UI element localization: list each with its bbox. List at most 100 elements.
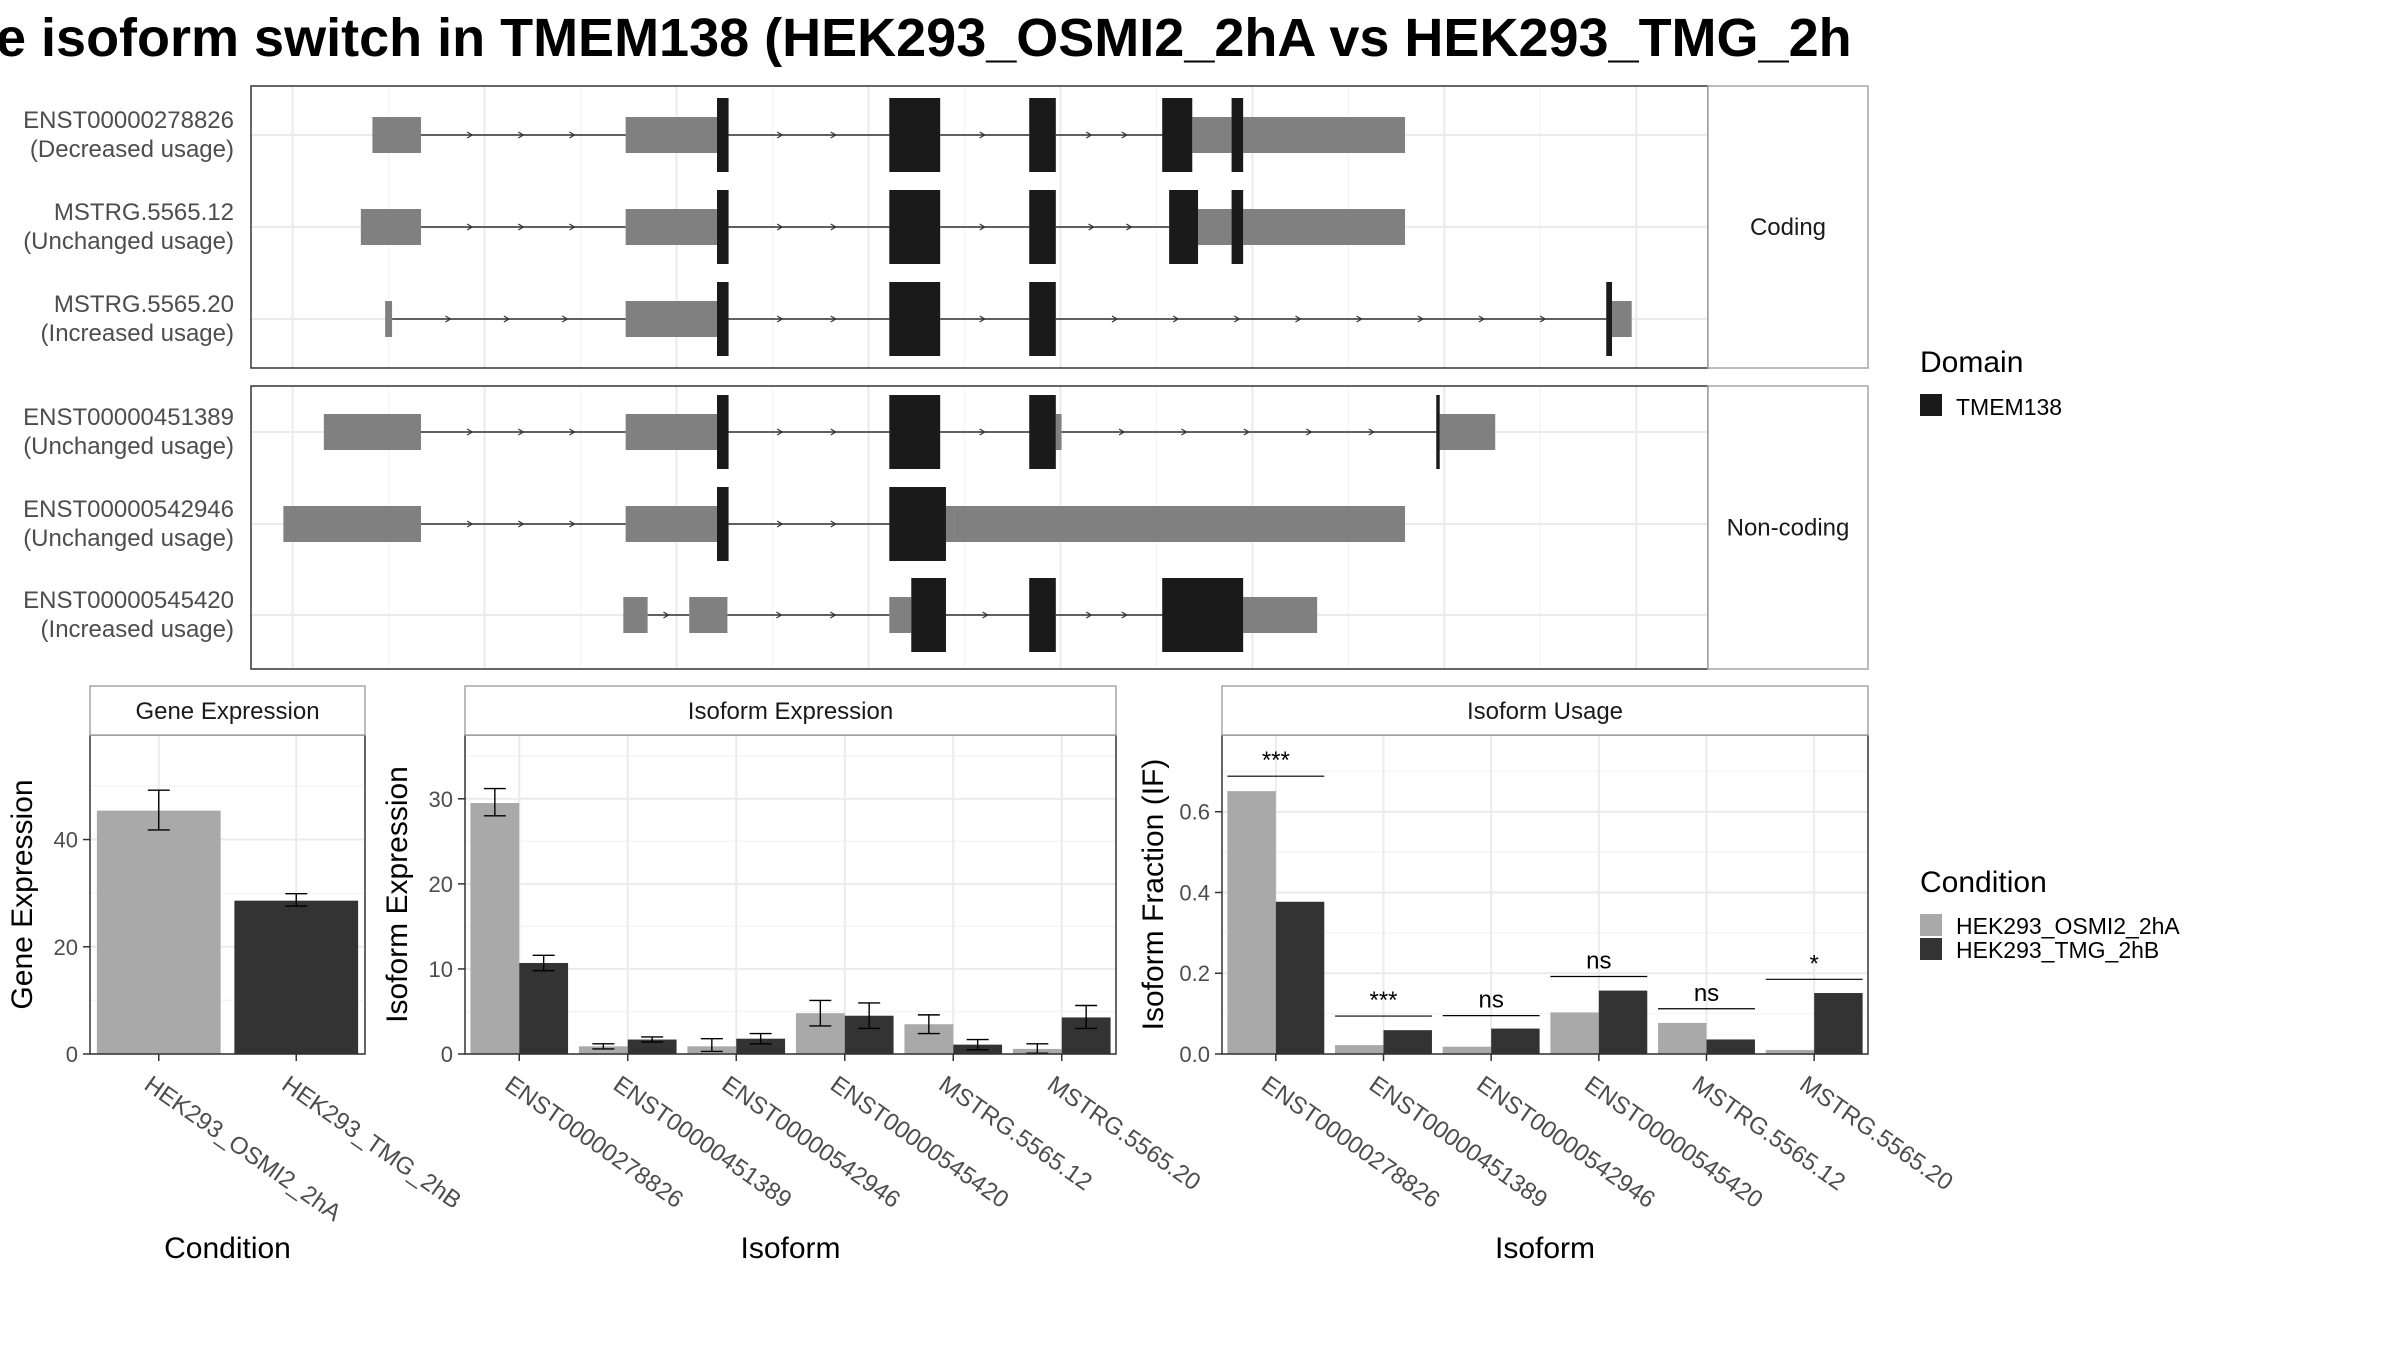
isoform-id: MSTRG.5565.20: [54, 291, 234, 318]
bar: [1550, 1012, 1599, 1054]
bar: [234, 900, 359, 1054]
intron-arrow: [830, 223, 837, 231]
panel-strip: [464, 685, 1117, 736]
cds-exon: [1029, 578, 1056, 652]
bar: [1383, 1030, 1432, 1054]
significance-label: ***: [1369, 987, 1397, 1014]
cds-exon: [1029, 190, 1056, 264]
gene-structure-plot: Coding ENST00000278826(Decreased usage) MS…: [23, 85, 1869, 670]
bar: [1765, 1049, 1815, 1054]
isoform-usage: (Unchanged usage): [23, 525, 234, 552]
intron-arrow: [561, 315, 569, 323]
significance-label: *: [1809, 950, 1818, 977]
panel-strip: [1221, 685, 1869, 736]
utr-exon: [623, 597, 648, 633]
intron-arrow: [1121, 611, 1128, 619]
condition-legend-key-a: [1920, 914, 1942, 936]
cds-exon: [717, 282, 729, 356]
isoform-usage: (Increased usage): [41, 320, 234, 347]
utr-exon: [625, 209, 718, 245]
isoform-id: ENST00000278826: [23, 107, 234, 134]
intron-arrow: [776, 520, 784, 528]
intron-arrow: [466, 520, 474, 528]
y-tick-label: 0.4: [1179, 880, 1210, 905]
y-axis-title: Gene Expression: [6, 779, 39, 1009]
facet-label: Non-coding: [1727, 515, 1850, 542]
intron-arrow: [776, 223, 784, 231]
intron-arrow: [776, 131, 784, 139]
utr-exon: [283, 506, 421, 542]
isoform-usage: (Increased usage): [41, 616, 234, 643]
utr-exon: [625, 301, 718, 337]
y-tick-label: 30: [429, 787, 453, 812]
isoform-usage: (Unchanged usage): [23, 228, 234, 255]
domain-legend-label: TMEM138: [1956, 394, 2062, 420]
intron-arrow: [663, 611, 670, 619]
utr-exon: [1192, 117, 1232, 153]
y-tick-label: 0: [441, 1042, 453, 1067]
utr-exon: [945, 506, 955, 542]
intron-arrow: [979, 428, 986, 436]
intron-arrow: [979, 223, 986, 231]
bar: [1442, 1046, 1492, 1054]
y-axis-title: Isoform Expression: [381, 766, 414, 1023]
intron-arrow: [569, 223, 576, 231]
condition-legend-label-b: HEK293_TMG_2hB: [1956, 937, 2159, 963]
y-tick-label: 20: [54, 935, 78, 960]
intron-arrow: [569, 428, 576, 436]
isoform-id: ENST00000545420: [23, 587, 234, 614]
utr-exon: [954, 506, 1406, 542]
intron-arrow: [1233, 315, 1241, 323]
intron-arrow: [569, 131, 576, 139]
intron-arrow: [1181, 428, 1188, 436]
panel-strip: [89, 685, 366, 736]
intron-arrow: [1118, 428, 1126, 436]
cds-exon: [1029, 395, 1056, 469]
utr-exon: [889, 597, 912, 633]
facet-strip: [1707, 385, 1869, 670]
cds-exon: [1606, 282, 1613, 356]
intron-arrow: [776, 428, 784, 436]
intron-arrow: [830, 131, 837, 139]
utr-exon: [1243, 209, 1406, 245]
bar: [1598, 990, 1648, 1054]
panel-title: Gene Expression: [135, 698, 319, 725]
cds-exon: [911, 578, 946, 652]
utr-exon: [625, 117, 718, 153]
cds-exon: [1169, 190, 1199, 264]
y-tick-label: 0: [66, 1042, 78, 1067]
x-axis-title: Condition: [164, 1232, 291, 1265]
isoform-usage: (Unchanged usage): [23, 433, 234, 460]
panel-title: Isoform Usage: [1467, 698, 1623, 725]
y-tick-label: 0.2: [1179, 961, 1210, 986]
intron-arrow: [1126, 223, 1133, 231]
intron-arrow: [466, 131, 474, 139]
bar: [1706, 1039, 1755, 1054]
intron-arrow: [466, 223, 474, 231]
intron-arrow: [466, 428, 474, 436]
intron-arrow: [1085, 611, 1093, 619]
intron-arrow: [1295, 315, 1302, 323]
cds-exon: [1029, 282, 1056, 356]
bar: [519, 962, 569, 1054]
utr-exon: [1055, 414, 1062, 450]
condition-legend-title: Condition: [1920, 866, 2047, 899]
cds-exon: [1162, 578, 1244, 652]
cds-exon: [717, 190, 729, 264]
intron-arrow: [1539, 315, 1547, 323]
y-tick-label: 40: [54, 828, 78, 853]
utr-exon: [1243, 117, 1406, 153]
intron-arrow: [1368, 428, 1375, 436]
utr-exon: [625, 506, 718, 542]
intron-arrow: [1111, 315, 1119, 323]
intron-arrow: [1085, 131, 1093, 139]
intron-arrow: [1417, 315, 1424, 323]
isoform-id: ENST00000542946: [23, 496, 234, 523]
cds-exon: [1029, 98, 1056, 172]
significance-label: ns: [1694, 980, 1719, 1007]
intron-arrow: [979, 315, 986, 323]
cds-exon: [717, 487, 729, 561]
utr-exon: [1198, 209, 1232, 245]
